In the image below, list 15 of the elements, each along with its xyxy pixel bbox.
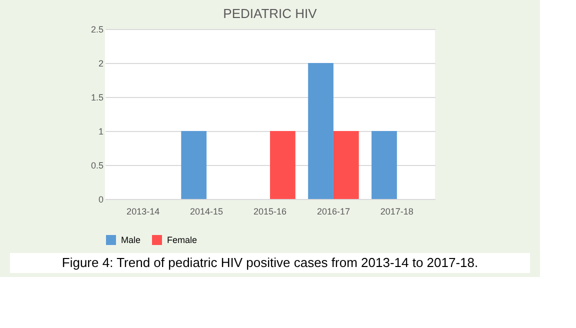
legend-label: Male bbox=[121, 235, 141, 245]
legend-label: Female bbox=[167, 235, 198, 245]
y-tick-label: 2 bbox=[98, 58, 104, 68]
x-tick-label: 2016-17 bbox=[316, 206, 350, 216]
y-tick-label: 2.5 bbox=[90, 24, 104, 34]
x-tick-label: 2015-16 bbox=[253, 206, 287, 216]
y-tick-label: 0 bbox=[98, 194, 104, 204]
x-tick-label: 2014-15 bbox=[190, 206, 224, 216]
caption: Figure 4: Trend of pediatric HIV positive cases from 2013-14 to 2017-18. bbox=[62, 255, 478, 270]
x-tick-label: 2013-14 bbox=[126, 206, 160, 216]
y-tick-label: 0.5 bbox=[90, 160, 104, 170]
y-tick-label: 1.5 bbox=[90, 92, 104, 102]
y-tick-label: 1 bbox=[98, 126, 104, 136]
chart-title: PEDIATRIC HIV bbox=[223, 6, 318, 21]
x-tick-label: 2017-18 bbox=[380, 206, 414, 216]
